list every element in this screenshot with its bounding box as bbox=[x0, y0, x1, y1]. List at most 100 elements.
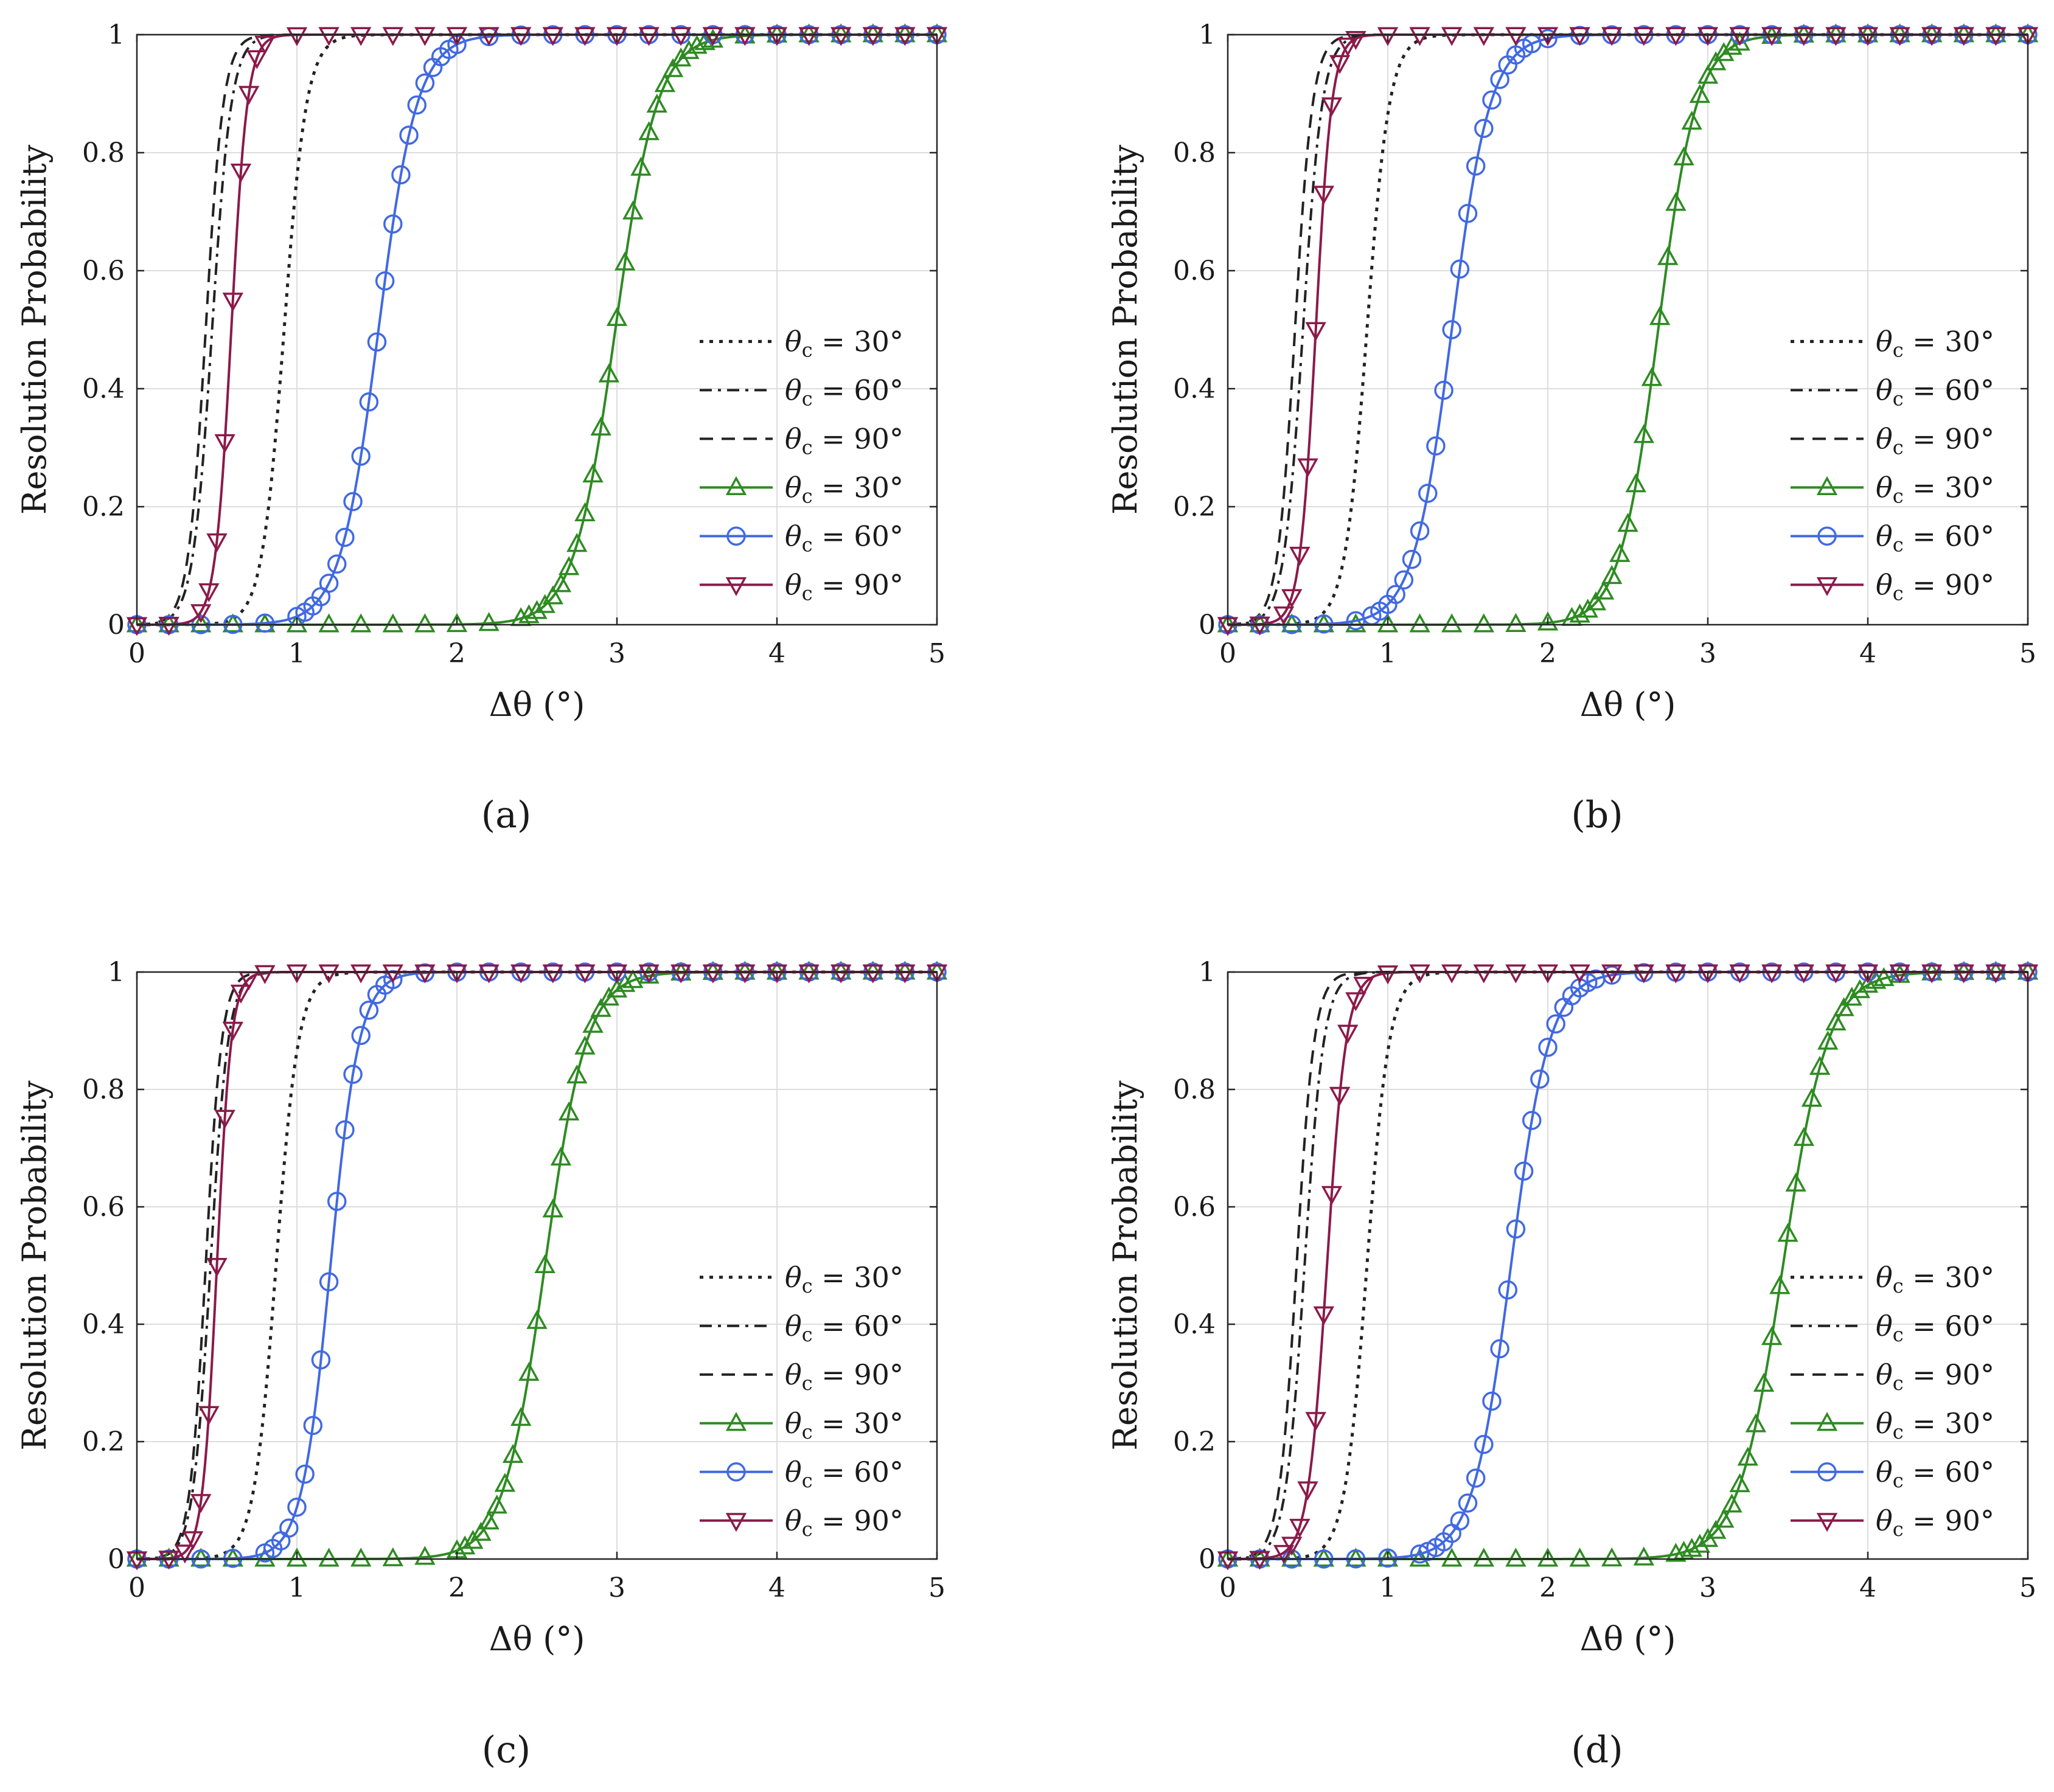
legend-label: θc = 60° bbox=[785, 373, 903, 410]
data-point bbox=[2017, 27, 2039, 46]
data-point bbox=[382, 964, 404, 984]
data-point bbox=[318, 1547, 339, 1567]
data-point bbox=[1777, 1223, 1798, 1242]
data-point bbox=[1313, 1306, 1335, 1325]
legend-label: θc = 60° bbox=[785, 1310, 903, 1346]
legend-symbol: θ bbox=[1876, 1310, 1893, 1342]
legend-symbol: θ bbox=[785, 373, 802, 406]
data-point bbox=[526, 1310, 548, 1329]
legend-label: θc = 30° bbox=[1876, 325, 1994, 361]
axes-frame bbox=[136, 971, 938, 1560]
legend-value: = 90° bbox=[1904, 1358, 1994, 1391]
data-point bbox=[1761, 964, 1783, 984]
data-point bbox=[1537, 611, 1559, 631]
legend-entry-4: θc = 30° bbox=[700, 471, 903, 507]
legend-entry-6: θc = 90° bbox=[700, 568, 903, 605]
data-point bbox=[246, 50, 268, 69]
data-point bbox=[359, 1000, 379, 1020]
legend-subscript: c bbox=[802, 436, 813, 459]
data-point bbox=[1601, 964, 1623, 984]
legend-symbol: θ bbox=[1876, 373, 1893, 406]
data-point bbox=[1482, 1391, 1502, 1411]
legend-value: = 30° bbox=[1904, 1261, 1994, 1294]
legend-label: θc = 60° bbox=[1876, 519, 1994, 556]
data-point bbox=[286, 964, 308, 984]
x-tick-label: 0 bbox=[128, 638, 145, 669]
panel-label: (c) bbox=[482, 1729, 531, 1771]
data-point bbox=[1473, 613, 1495, 633]
legend-subscript: c bbox=[802, 338, 813, 361]
data-point bbox=[638, 964, 660, 984]
y-tick-label: 0 bbox=[1199, 609, 1216, 641]
x-tick-label: 1 bbox=[1379, 638, 1396, 669]
legend-subscript: c bbox=[1893, 484, 1904, 507]
data-point bbox=[1617, 513, 1638, 532]
data-point bbox=[350, 27, 372, 46]
data-point bbox=[1625, 473, 1646, 493]
data-point bbox=[1713, 1509, 1735, 1528]
data-point bbox=[1729, 1473, 1750, 1493]
data-point bbox=[1889, 27, 1910, 46]
data-point bbox=[550, 573, 572, 592]
data-point bbox=[1697, 27, 1719, 46]
legend-symbol: θ bbox=[1876, 1504, 1893, 1537]
y-tick-label: 0.6 bbox=[1173, 1192, 1216, 1223]
y-tick-label: 0.2 bbox=[1173, 1426, 1216, 1457]
legend-value: = 90° bbox=[813, 1504, 903, 1537]
legend-entry-4: θc = 30° bbox=[1791, 471, 1994, 507]
legend-entry-5: θc = 60° bbox=[1791, 1456, 1994, 1492]
data-point bbox=[1825, 964, 1847, 984]
data-point bbox=[894, 964, 916, 984]
data-point bbox=[1345, 613, 1366, 633]
data-point bbox=[1474, 1434, 1494, 1454]
chart-panel-d: 0 1 2 3 4 5 0 0.2 0.4 0.6 0.8 1 Δθ (°) Resolution Pro… bbox=[1106, 957, 2039, 1771]
data-point bbox=[382, 27, 404, 46]
data-point bbox=[1394, 570, 1414, 590]
data-point bbox=[622, 969, 644, 988]
data-point bbox=[702, 29, 724, 48]
data-point bbox=[1426, 436, 1446, 456]
y-tick-label: 1 bbox=[108, 957, 125, 988]
x-axis-label: Δθ (°) bbox=[489, 686, 585, 724]
data-point bbox=[1569, 27, 1590, 46]
legend: θc = 30°θc = 60°θc = 90°θc = 30°θc = 60°… bbox=[700, 325, 903, 605]
data-point bbox=[214, 1110, 235, 1129]
data-point bbox=[367, 332, 387, 352]
data-point bbox=[766, 27, 788, 46]
legend-value: = 90° bbox=[1904, 422, 1994, 455]
data-point bbox=[862, 23, 884, 43]
data-point bbox=[414, 1546, 436, 1565]
data-point bbox=[862, 27, 884, 46]
data-point bbox=[1434, 380, 1453, 400]
data-point bbox=[1505, 964, 1527, 984]
data-point bbox=[1681, 1538, 1702, 1557]
data-point bbox=[1514, 1161, 1534, 1181]
data-point bbox=[1649, 306, 1671, 325]
data-point bbox=[1490, 1339, 1509, 1359]
data-point bbox=[1538, 29, 1558, 49]
x-tick-label: 0 bbox=[1219, 638, 1236, 669]
data-point bbox=[1217, 613, 1239, 633]
data-point bbox=[1321, 1186, 1343, 1205]
plot-area bbox=[137, 35, 937, 625]
data-point bbox=[1633, 964, 1655, 984]
data-point bbox=[1289, 1518, 1311, 1538]
legend-value: = 60° bbox=[1904, 1456, 1994, 1488]
data-point bbox=[478, 27, 500, 46]
x-axis-label: Δθ (°) bbox=[1580, 686, 1676, 724]
data-point bbox=[1889, 964, 1910, 984]
data-point bbox=[1721, 35, 1742, 55]
data-point bbox=[295, 1464, 315, 1484]
y-tick-label: 1 bbox=[1199, 19, 1216, 50]
legend-value: = 90° bbox=[813, 1358, 903, 1391]
x-axis-label: Δθ (°) bbox=[1580, 1620, 1676, 1658]
legend-subscript: c bbox=[1893, 387, 1904, 410]
data-point bbox=[1546, 1014, 1565, 1034]
data-point bbox=[1473, 964, 1495, 984]
legend-label: θc = 90° bbox=[785, 422, 903, 459]
data-point bbox=[1602, 965, 1621, 985]
data-point bbox=[1705, 51, 1727, 71]
data-point bbox=[158, 617, 179, 636]
data-point bbox=[415, 73, 435, 93]
data-point bbox=[414, 27, 436, 46]
